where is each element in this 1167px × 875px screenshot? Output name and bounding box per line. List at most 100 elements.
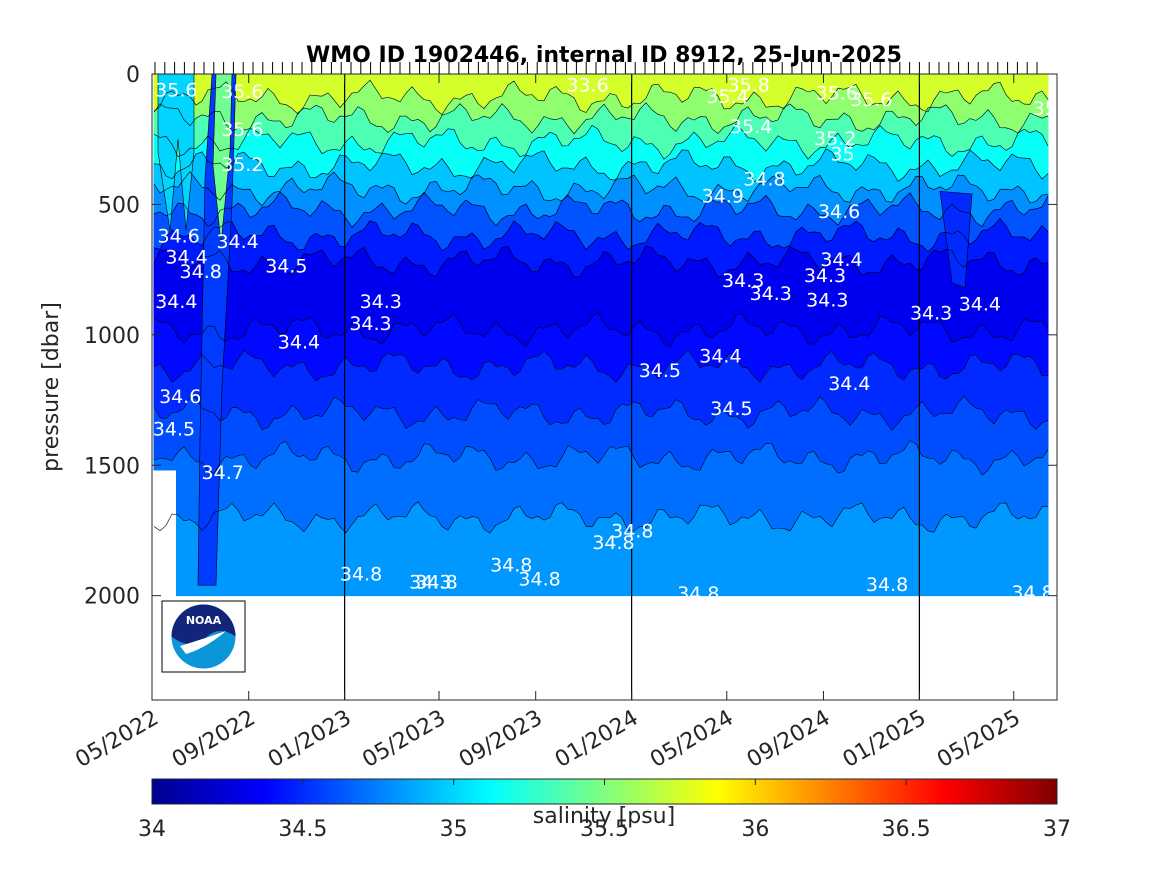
contour-label: 34.3 [722, 270, 764, 292]
contour-label: 34.4 [155, 291, 197, 313]
contour-label: 34.8 [1011, 582, 1053, 604]
contour-label: 35.6 [221, 81, 263, 103]
contour-label: 35.6 [1033, 98, 1075, 120]
contour-label: 35.6 [850, 89, 892, 111]
noaa-logo-text: NOAA [186, 614, 222, 627]
contour-label: 35.8 [728, 74, 770, 96]
salinity-contour [153, 395, 1049, 431]
x-tick-label: 09/2023 [455, 706, 547, 773]
contour-label: 34.3 [409, 571, 451, 593]
contour-label: 34.6 [158, 226, 200, 248]
contour-label: 35 [831, 144, 855, 166]
colorbar-tick-label: 36.5 [882, 817, 931, 842]
profile-ticks [154, 62, 1038, 74]
contour-label: 34.8 [592, 532, 634, 554]
intrusion-column [939, 191, 973, 289]
colorbar-tick-label: 35.5 [580, 817, 629, 842]
contour-label: 34.6 [159, 386, 201, 408]
contour-label: 34.3 [804, 265, 846, 287]
colorbar-ticks: 34 34.5 35 35.5 36 36.5 37 [138, 779, 1071, 842]
contour-labels: 35.6 35.635.635.234.634.434.834.434.534.4… [153, 74, 1075, 605]
y-tick-label: 0 [126, 63, 140, 88]
contour-label: 34.8 [340, 563, 382, 585]
salinity-contour [153, 440, 1049, 476]
salinity-contour [153, 349, 1049, 383]
chart-title: WMO ID 1902446, internal ID 8912, 25-Jun… [306, 43, 902, 68]
salinity-contour [153, 102, 1049, 135]
y-axis-ticks: 0 500 1000 1500 2000 [84, 63, 1057, 610]
salinity-contour [153, 218, 1049, 253]
x-tick-label: 05/2025 [933, 706, 1025, 773]
contour-label: 35.2 [221, 154, 263, 176]
colorbar-tick-label: 35 [440, 817, 468, 842]
contour-label: 34.3 [750, 283, 792, 305]
salinity-contour [153, 148, 1049, 182]
contour-label: 34.8 [180, 261, 222, 283]
contour-label: 35.4 [730, 116, 772, 138]
colorbar-tick-label: 34 [138, 817, 166, 842]
salinity-contour [153, 123, 1049, 160]
contour-label: 34.8 [743, 168, 785, 190]
contour-label: 34.8 [518, 569, 560, 591]
colorbar-tick-label: 37 [1043, 817, 1071, 842]
x-tick-label: 05/2023 [358, 706, 450, 773]
contour-label: 34.4 [699, 346, 741, 368]
x-tick-label: 05/2024 [646, 706, 738, 773]
colorbar-tick-label: 34.5 [278, 817, 327, 842]
contour-label: 35.6 [816, 82, 858, 104]
salinity-contour [153, 501, 1049, 534]
salinity-contour [153, 245, 1049, 278]
contour-label: 34.4 [959, 294, 1001, 316]
contour-label: 34.8 [415, 571, 457, 593]
x-tick-label: 01/2025 [839, 706, 931, 773]
contour-label: 34.5 [153, 419, 195, 441]
contour-label: 34.3 [806, 290, 848, 312]
y-axis-label: pressure [dbar] [39, 302, 64, 472]
y-tick-label: 500 [98, 193, 140, 218]
contour-label: 34.9 [702, 185, 744, 207]
y-tick-label: 2000 [84, 585, 140, 610]
contour-label: 35.4 [706, 86, 748, 108]
noaa-logo: NOAA [161, 600, 246, 673]
contour-label: 34.7 [202, 462, 244, 484]
x-tick-label: 05/2022 [71, 706, 163, 773]
contour-label: 34.5 [710, 398, 752, 420]
contour-label: 34.5 [265, 256, 307, 278]
salinity-contour [153, 79, 1049, 116]
x-tick-label: 01/2024 [551, 706, 643, 773]
intrusion-column [212, 74, 233, 244]
contour-label: 34.5 [639, 360, 681, 382]
contour-label: 35.6 [221, 119, 263, 141]
contour-label: 34.8 [677, 583, 719, 605]
contour-label: 34.8 [490, 554, 532, 576]
contour-label: 33.6 [566, 74, 608, 96]
contour-label: 34.8 [611, 520, 653, 542]
contour-label: 34.4 [278, 331, 320, 353]
contour-lines [153, 79, 1049, 534]
contour-label: 34.4 [216, 231, 258, 253]
year-boundaries [344, 74, 921, 700]
salinity-contour [153, 191, 1049, 228]
contour-label: 34.4 [165, 247, 207, 269]
contour-label: 34.3 [360, 291, 402, 313]
contour-label: 34.8 [866, 574, 908, 596]
salinity-contour [153, 171, 1049, 207]
colorbar-tick-label: 36 [741, 817, 769, 842]
plot-frame [151, 73, 1058, 701]
contour-label: 35.2 [814, 128, 856, 150]
intrusion-column [197, 74, 237, 586]
salinity-contour [153, 311, 1049, 348]
x-tick-label: 01/2023 [264, 706, 356, 773]
y-tick-label: 1000 [84, 324, 140, 349]
contour-label: 34.3 [910, 303, 952, 325]
contour-label: 34.4 [820, 249, 862, 271]
contour-label: 34.4 [828, 373, 870, 395]
contour-label: 34.6 [818, 201, 860, 223]
contour-label: 34.3 [349, 313, 391, 335]
colorbar-label: salinity [psu] [533, 804, 675, 829]
no-data-area [152, 598, 1057, 700]
x-tick-label: 09/2024 [743, 706, 835, 773]
y-tick-label: 1500 [84, 454, 140, 479]
salinity-field [152, 74, 1057, 700]
